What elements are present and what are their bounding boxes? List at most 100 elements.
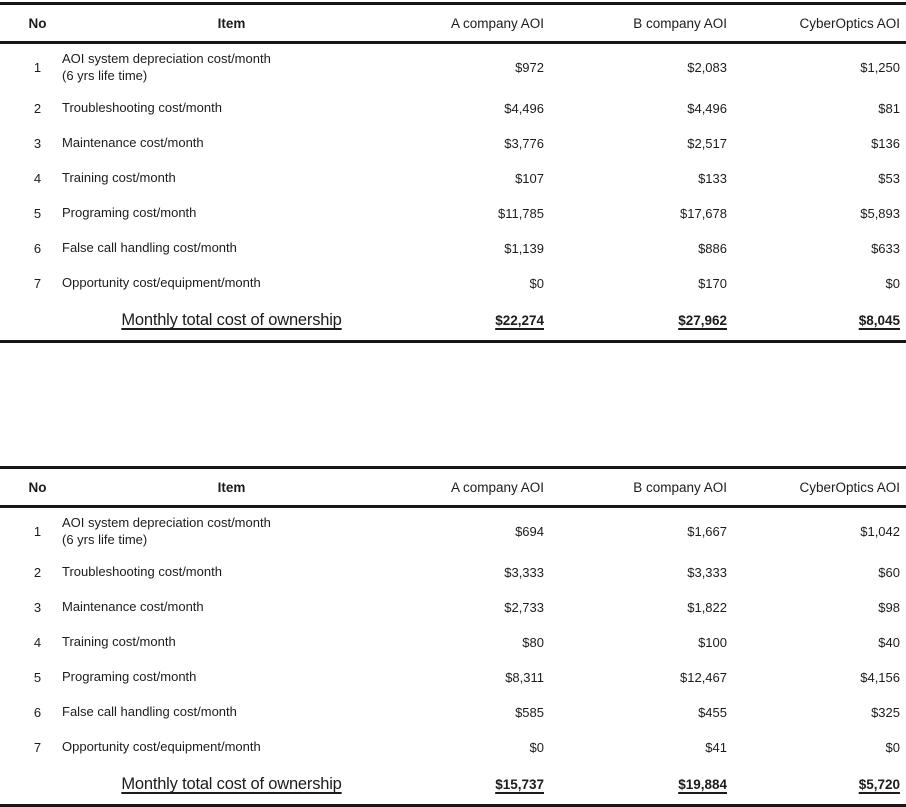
table-row: 2 Troubleshooting cost/month $4,496 $4,4…: [0, 91, 906, 126]
cell-row-number: 5: [33, 206, 42, 221]
cell-value-a: $3,776: [504, 136, 544, 151]
table-header-row: No Item A company AOI B company AOI Cybe…: [0, 467, 906, 508]
total-value-b: $19,884: [678, 777, 727, 792]
cell-value-b: $1,822: [687, 600, 727, 615]
cell-value-a: $2,733: [504, 600, 544, 615]
cell-value-cyberoptics: $0: [885, 740, 900, 755]
total-value-cyberoptics: $5,720: [858, 777, 900, 792]
cell-value-a: $3,333: [504, 565, 544, 580]
tables-gap: [0, 343, 906, 466]
cell-item: False call handling cost/month: [62, 704, 237, 720]
total-label: Monthly total cost of ownership: [58, 301, 405, 342]
cell-value-a: $4,496: [504, 101, 544, 116]
cost-table-bottom: No Item A company AOI B company AOI Cybe…: [0, 466, 906, 807]
table-row: 3 Maintenance cost/month $2,733 $1,822 $…: [0, 590, 906, 625]
cell-row-number: 3: [33, 600, 42, 615]
total-value-a: $22,274: [495, 313, 544, 328]
cell-row-number: 2: [33, 101, 42, 116]
cell-value-cyberoptics: $81: [878, 101, 900, 116]
cell-row-number: 2: [33, 565, 42, 580]
cell-value-a: $694: [515, 524, 544, 539]
table-row: 1 AOI system depreciation cost/month (6 …: [0, 507, 906, 556]
cell-value-cyberoptics: $0: [885, 276, 900, 291]
cell-empty: [0, 765, 58, 806]
total-label: Monthly total cost of ownership: [58, 765, 405, 806]
cell-value-b: $100: [698, 635, 727, 650]
header-b-company: B company AOI: [553, 467, 736, 508]
header-b-company: B company AOI: [553, 3, 736, 44]
header-a-company: A company AOI: [405, 467, 553, 508]
cell-value-cyberoptics: $60: [878, 565, 900, 580]
cell-value-a: $80: [522, 635, 544, 650]
cell-value-a: $585: [515, 705, 544, 720]
table-row: 7 Opportunity cost/equipment/month $0 $4…: [0, 730, 906, 765]
cell-value-a: $8,311: [505, 670, 544, 685]
header-cyberoptics: CyberOptics AOI: [736, 467, 906, 508]
cell-value-b: $2,083: [687, 60, 727, 75]
cell-value-cyberoptics: $1,250: [860, 60, 900, 75]
cell-item: Maintenance cost/month: [62, 135, 204, 151]
table-row: 6 False call handling cost/month $1,139 …: [0, 231, 906, 266]
cell-row-number: 5: [33, 670, 42, 685]
cell-value-cyberoptics: $5,893: [860, 206, 900, 221]
cell-value-cyberoptics: $98: [878, 600, 900, 615]
cell-value-b: $12,467: [680, 670, 727, 685]
cell-value-cyberoptics: $325: [871, 705, 900, 720]
cell-row-number: 3: [33, 136, 42, 151]
cell-value-b: $17,678: [680, 206, 727, 221]
cell-item: Training cost/month: [62, 634, 176, 650]
total-label-text: Monthly total cost of ownership: [121, 775, 342, 793]
header-cyberoptics: CyberOptics AOI: [736, 3, 906, 44]
cell-row-number: 1: [33, 60, 42, 75]
cell-item: Troubleshooting cost/month: [62, 100, 222, 116]
cell-value-a: $11,785: [497, 206, 544, 221]
cell-value-b: $3,333: [687, 565, 727, 580]
cell-item: AOI system depreciation cost/month (6 yr…: [58, 507, 405, 556]
cell-value-cyberoptics: $136: [871, 136, 900, 151]
cell-item: Training cost/month: [62, 170, 176, 186]
cell-value-a: $0: [529, 276, 544, 291]
table-row: 3 Maintenance cost/month $3,776 $2,517 $…: [0, 126, 906, 161]
table-row: 5 Programing cost/month $11,785 $17,678 …: [0, 196, 906, 231]
cell-value-a: $1,139: [504, 241, 544, 256]
cell-value-cyberoptics: $40: [878, 635, 900, 650]
total-row: Monthly total cost of ownership $22,274 …: [0, 301, 906, 342]
cell-value-cyberoptics: $633: [871, 241, 900, 256]
cell-value-a: $0: [529, 740, 544, 755]
cell-value-b: $170: [698, 276, 727, 291]
cell-item: AOI system depreciation cost/month (6 yr…: [58, 43, 405, 92]
cell-value-b: $4,496: [687, 101, 727, 116]
cell-value-b: $133: [698, 171, 727, 186]
cell-value-a: $107: [515, 171, 544, 186]
cell-value-cyberoptics: $1,042: [860, 524, 900, 539]
header-a-company: A company AOI: [405, 3, 553, 44]
cell-value-b: $1,667: [687, 524, 727, 539]
table-row: 7 Opportunity cost/equipment/month $0 $1…: [0, 266, 906, 301]
cell-row-number: 6: [33, 705, 42, 720]
cell-value-b: $455: [698, 705, 727, 720]
table-row: 4 Training cost/month $80 $100 $40: [0, 625, 906, 660]
cell-value-a: $972: [515, 60, 544, 75]
cell-row-number: 4: [33, 635, 42, 650]
table-row: 2 Troubleshooting cost/month $3,333 $3,3…: [0, 555, 906, 590]
cell-row-number: 4: [33, 171, 42, 186]
total-row: Monthly total cost of ownership $15,737 …: [0, 765, 906, 806]
header-item: Item: [58, 467, 405, 508]
cell-item: Troubleshooting cost/month: [62, 564, 222, 580]
cost-table-top: No Item A company AOI B company AOI Cybe…: [0, 2, 906, 343]
cell-item: Programing cost/month: [62, 205, 197, 221]
cell-item: Maintenance cost/month: [62, 599, 204, 615]
total-value-a: $15,737: [495, 777, 544, 792]
table-row: 1 AOI system depreciation cost/month (6 …: [0, 43, 906, 92]
cell-value-cyberoptics: $53: [878, 171, 900, 186]
item-line-2: (6 yrs life time): [62, 531, 148, 547]
total-label-text: Monthly total cost of ownership: [121, 311, 342, 329]
header-no: No: [0, 467, 58, 508]
cell-row-number: 6: [33, 241, 42, 256]
table-row: 4 Training cost/month $107 $133 $53: [0, 161, 906, 196]
cell-value-b: $886: [698, 241, 727, 256]
cell-value-cyberoptics: $4,156: [860, 670, 900, 685]
cell-item: Programing cost/month: [62, 669, 197, 685]
item-line-2: (6 yrs life time): [62, 67, 148, 83]
